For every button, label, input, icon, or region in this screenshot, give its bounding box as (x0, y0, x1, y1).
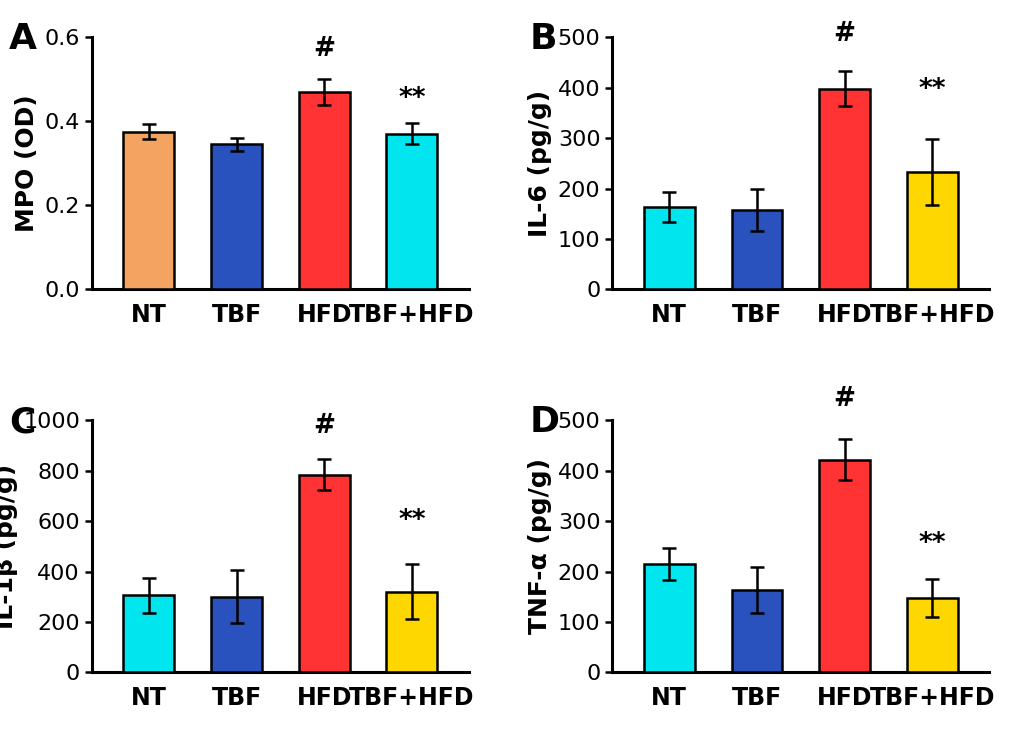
Text: **: ** (397, 508, 425, 534)
Bar (211, 144, 262, 289)
Text: #: # (313, 413, 335, 439)
Text: #: # (833, 385, 855, 412)
Text: #: # (833, 21, 855, 47)
Bar (643, 207, 694, 289)
Bar (643, 564, 694, 672)
Text: D: D (529, 405, 558, 439)
Y-axis label: IL-6 (pg/g): IL-6 (pg/g) (528, 90, 551, 237)
Text: **: ** (918, 531, 946, 557)
Text: A: A (9, 22, 37, 56)
Bar (299, 92, 350, 289)
Bar (211, 597, 262, 672)
Y-axis label: IL-1β (pg/g): IL-1β (pg/g) (0, 464, 17, 629)
Bar (123, 595, 174, 672)
Bar (906, 598, 957, 672)
Bar (818, 89, 869, 289)
Bar (386, 592, 437, 672)
Bar (299, 474, 350, 672)
Y-axis label: MPO (OD): MPO (OD) (15, 95, 39, 232)
Bar (386, 134, 437, 289)
Text: B: B (529, 22, 556, 56)
Text: **: ** (918, 77, 946, 103)
Bar (123, 131, 174, 289)
Bar (731, 210, 782, 289)
Text: C: C (9, 405, 36, 439)
Text: **: ** (397, 86, 425, 112)
Bar (906, 172, 957, 289)
Bar (818, 459, 869, 672)
Bar (731, 590, 782, 672)
Y-axis label: TNF-α (pg/g): TNF-α (pg/g) (528, 459, 551, 634)
Text: #: # (313, 36, 335, 62)
